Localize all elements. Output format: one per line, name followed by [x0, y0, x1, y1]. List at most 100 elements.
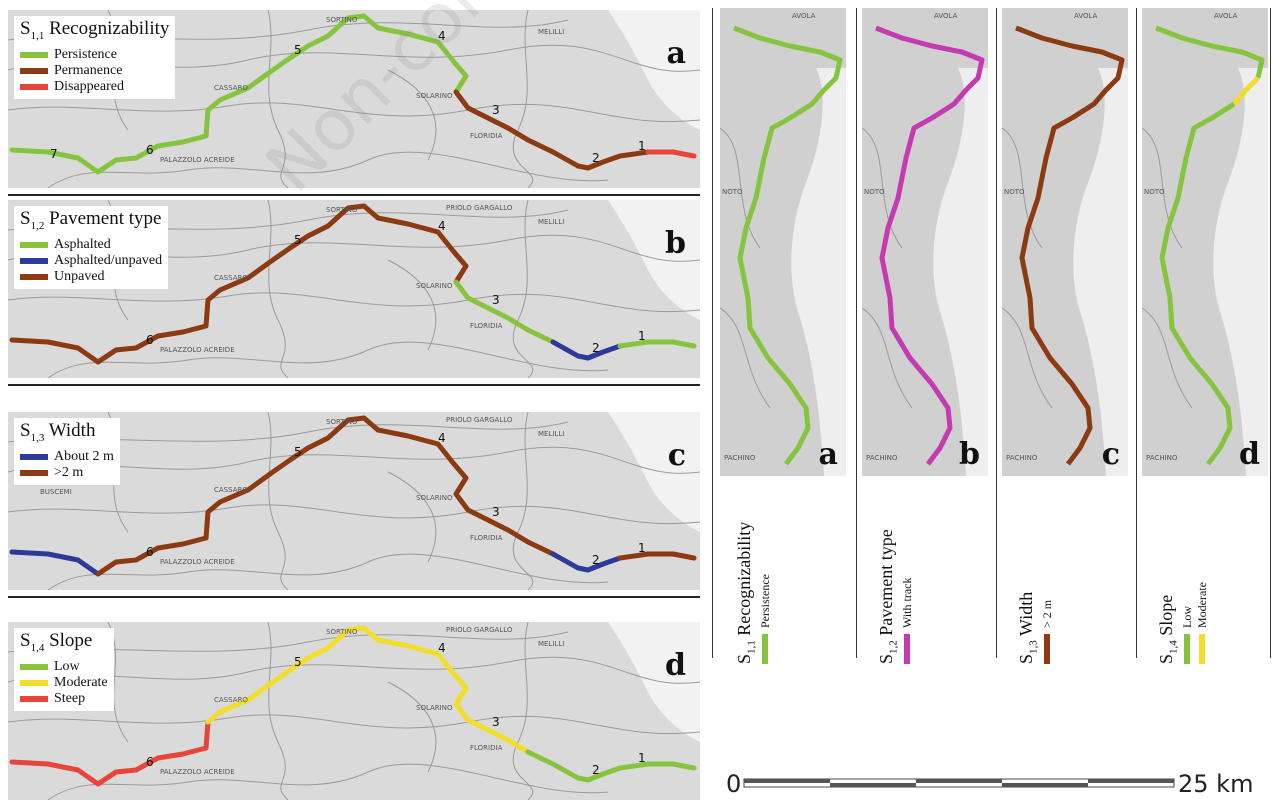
route-segment	[95, 415, 556, 577]
strip-separator	[1270, 8, 1271, 658]
town-label-solarino: SOLARINO	[416, 704, 453, 712]
segment-number: 3	[492, 715, 500, 729]
route-segment	[645, 149, 697, 159]
segment-number: 3	[492, 505, 500, 519]
strip-separator	[856, 8, 857, 658]
route-segment	[875, 25, 985, 466]
scale-bar: 0 25 km	[726, 764, 1266, 798]
town-label-pachino: PACHINO	[1006, 454, 1038, 462]
legend-title: S1,2 Pavement type	[20, 208, 162, 232]
route-segment	[405, 31, 469, 95]
segment-number: 2	[592, 151, 600, 165]
strip-legend-item: > 2 m	[1040, 592, 1055, 664]
panel-divider	[8, 384, 700, 386]
route-segment	[1155, 25, 1265, 79]
legend-title: S1,3 Width	[20, 420, 96, 444]
town-label-noto: NOTO	[864, 188, 885, 196]
strip-map-d: AVOLA NOTO PACHINO d	[1142, 8, 1268, 476]
town-label-floridia: FLORIDIA	[470, 322, 503, 330]
legend-swatch	[20, 241, 48, 248]
route-segment	[550, 339, 623, 361]
route-segment	[617, 551, 697, 561]
legend-swatch	[20, 469, 48, 476]
route-segment	[617, 339, 697, 349]
town-label-palazzolo: PALAZZOLO ACREIDE	[160, 558, 235, 566]
panel-divider	[8, 194, 700, 196]
route-segment	[453, 89, 581, 169]
strip-legend-label: > 2 m	[1039, 599, 1054, 628]
strip-map-b: AVOLA NOTO PACHINO b	[862, 8, 988, 476]
town-label-cassaro: CASSARO	[214, 696, 248, 704]
town-label-avola: AVOLA	[792, 12, 816, 20]
strip-legend-label: Moderate	[1194, 582, 1209, 628]
legend-label: Persistence	[54, 46, 117, 62]
legend-item: Unpaved	[20, 269, 162, 285]
route-segment	[1015, 25, 1125, 466]
route-segment	[575, 149, 651, 171]
segment-number: 5	[294, 233, 302, 247]
legend-swatch	[20, 257, 48, 264]
segment-number: 1	[638, 329, 646, 343]
legend-label: >2 m	[54, 464, 84, 480]
strip-separator	[1136, 8, 1137, 658]
route-segment	[9, 549, 101, 577]
town-label-avola: AVOLA	[1214, 12, 1238, 20]
town-label-avola: AVOLA	[1074, 12, 1098, 20]
legend-item: Moderate	[20, 675, 108, 691]
segment-number: 2	[592, 763, 600, 777]
legend-swatch	[20, 679, 48, 686]
town-label-priolo: PRIOLO GARGALLO	[446, 416, 513, 424]
route-segment	[525, 749, 697, 783]
strip-legend-d: S1,4 Slope Low Moderate	[1156, 582, 1210, 664]
legend-label: Asphalted	[54, 236, 111, 252]
segment-number: 6	[146, 333, 154, 347]
town-label-cassaro: CASSARO	[214, 84, 248, 92]
map-panel-c: SOLARINO FLORIDIA BUSCEMI PALAZZOLO ACREIDE…	[8, 412, 700, 590]
town-label-floridia: FLORIDIA	[470, 534, 503, 542]
legend-b: S1,2 Pavement type Asphalted Asphalted/unp…	[14, 206, 169, 289]
legend-label: Asphalted/unpaved	[54, 252, 163, 268]
segment-number: 4	[438, 641, 446, 655]
town-label-pachino: PACHINO	[1146, 454, 1178, 462]
town-label-avola: AVOLA	[934, 12, 958, 20]
legend-item: Steep	[20, 691, 108, 707]
town-label-solarino: SOLARINO	[416, 494, 453, 502]
segment-number: 2	[592, 553, 600, 567]
route-segment	[453, 279, 556, 345]
strip-legend-title: S1,1 Recognizability	[734, 521, 758, 664]
strip-legend-swatch	[904, 634, 911, 664]
legend-item: Persistence	[20, 47, 169, 63]
strip-legend-item: Moderate	[1195, 582, 1210, 664]
segment-number: 2	[592, 341, 600, 355]
route-segment	[9, 719, 211, 787]
legend-label: Low	[54, 658, 80, 674]
legend-label: Steep	[54, 690, 86, 706]
segment-number: 5	[294, 43, 302, 57]
town-label-floridia: FLORIDIA	[470, 744, 503, 752]
strip-legend-item: Low	[1180, 582, 1195, 664]
scale-start-label: 0	[726, 770, 741, 798]
town-label-buscemi: BUSCEMI	[40, 488, 72, 496]
town-label-solarino: SOLARINO	[416, 92, 453, 100]
route-segment	[1232, 76, 1260, 106]
legend-c: S1,3 Width About 2 m >2 m	[14, 418, 120, 485]
legend-label: Disappeared	[54, 78, 124, 94]
town-label-cassaro: CASSARO	[214, 486, 248, 494]
strip-legend-title: S1,2 Pavement type	[876, 529, 900, 664]
legend-label: Moderate	[54, 674, 108, 690]
town-label-noto: NOTO	[1144, 188, 1165, 196]
segment-number: 7	[50, 147, 58, 161]
panel-letter-d: d	[665, 648, 686, 683]
town-label-palazzolo: PALAZZOLO ACREIDE	[160, 156, 235, 164]
strip-map-a: AVOLA NOTO PACHINO a	[720, 8, 846, 476]
legend-swatch	[20, 453, 48, 460]
strip-map-c: AVOLA NOTO PACHINO c	[1002, 8, 1128, 476]
legend-title: S1,1 Recognizability	[20, 18, 170, 42]
route-segment	[305, 13, 411, 49]
route-segment	[451, 249, 469, 285]
strip-legend-item: With track	[900, 529, 915, 664]
strip-legend-label: With track	[899, 577, 914, 629]
panel-divider	[8, 596, 700, 598]
